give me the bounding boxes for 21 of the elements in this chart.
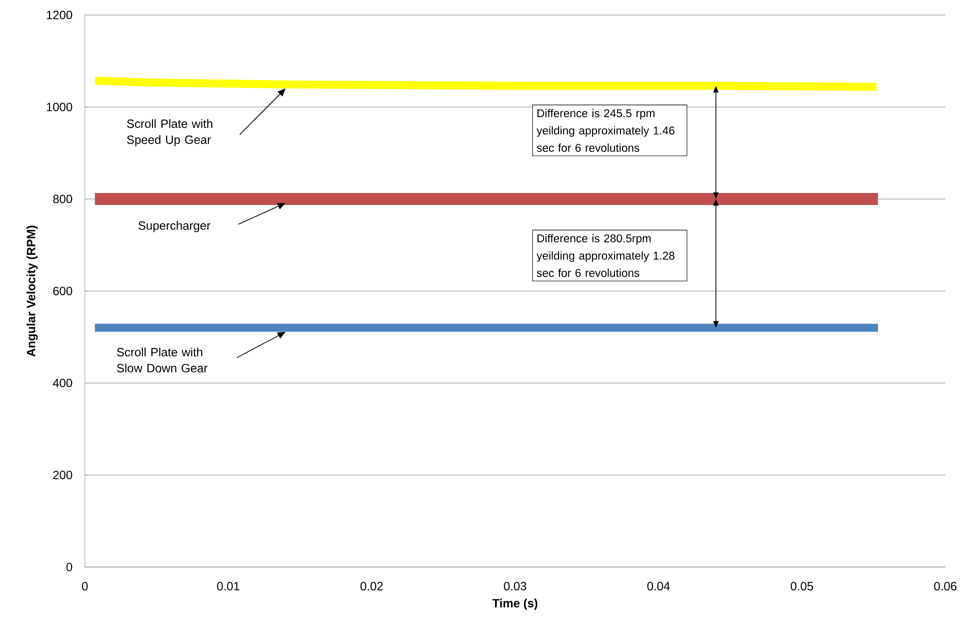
x-tick-label: 0.06 <box>934 582 956 590</box>
y-tick-label: 800 <box>53 194 72 204</box>
x-tick-label: 0.03 <box>504 582 526 590</box>
y-axis-title: Angular Velocity (RPM) <box>26 226 38 357</box>
y-tick-label: 600 <box>53 286 72 296</box>
x-tick-label: 0.02 <box>360 582 383 590</box>
series-label: Supercharger <box>138 221 210 232</box>
annotation: Difference is 245.5 rpm yeilding approximately 1.46 sec for 6 revolutions <box>536 108 674 152</box>
y-tick-label: 1000 <box>46 102 72 112</box>
x-tick-label: 0.05 <box>790 582 814 590</box>
y-tick-label: 200 <box>53 470 72 480</box>
text: Scroll Plate with Speed Up Gear <box>127 119 212 146</box>
series-label: Scroll Plate with Slow Down Gear <box>117 348 208 372</box>
x-axis-title: Time (s) <box>492 598 538 610</box>
y-tick-label: 0 <box>66 562 72 572</box>
y-tick-label: 400 <box>52 378 72 388</box>
y-tick-label: 1200 <box>46 10 72 20</box>
annotation: Difference is 280.5rpm yeilding approximately 1.28 sec for 6 revolutions <box>536 234 674 278</box>
x-tick-label: 0.04 <box>647 582 670 590</box>
x-tick-label: 0.01 <box>217 582 240 590</box>
x-tick-label: 0 <box>82 582 88 590</box>
